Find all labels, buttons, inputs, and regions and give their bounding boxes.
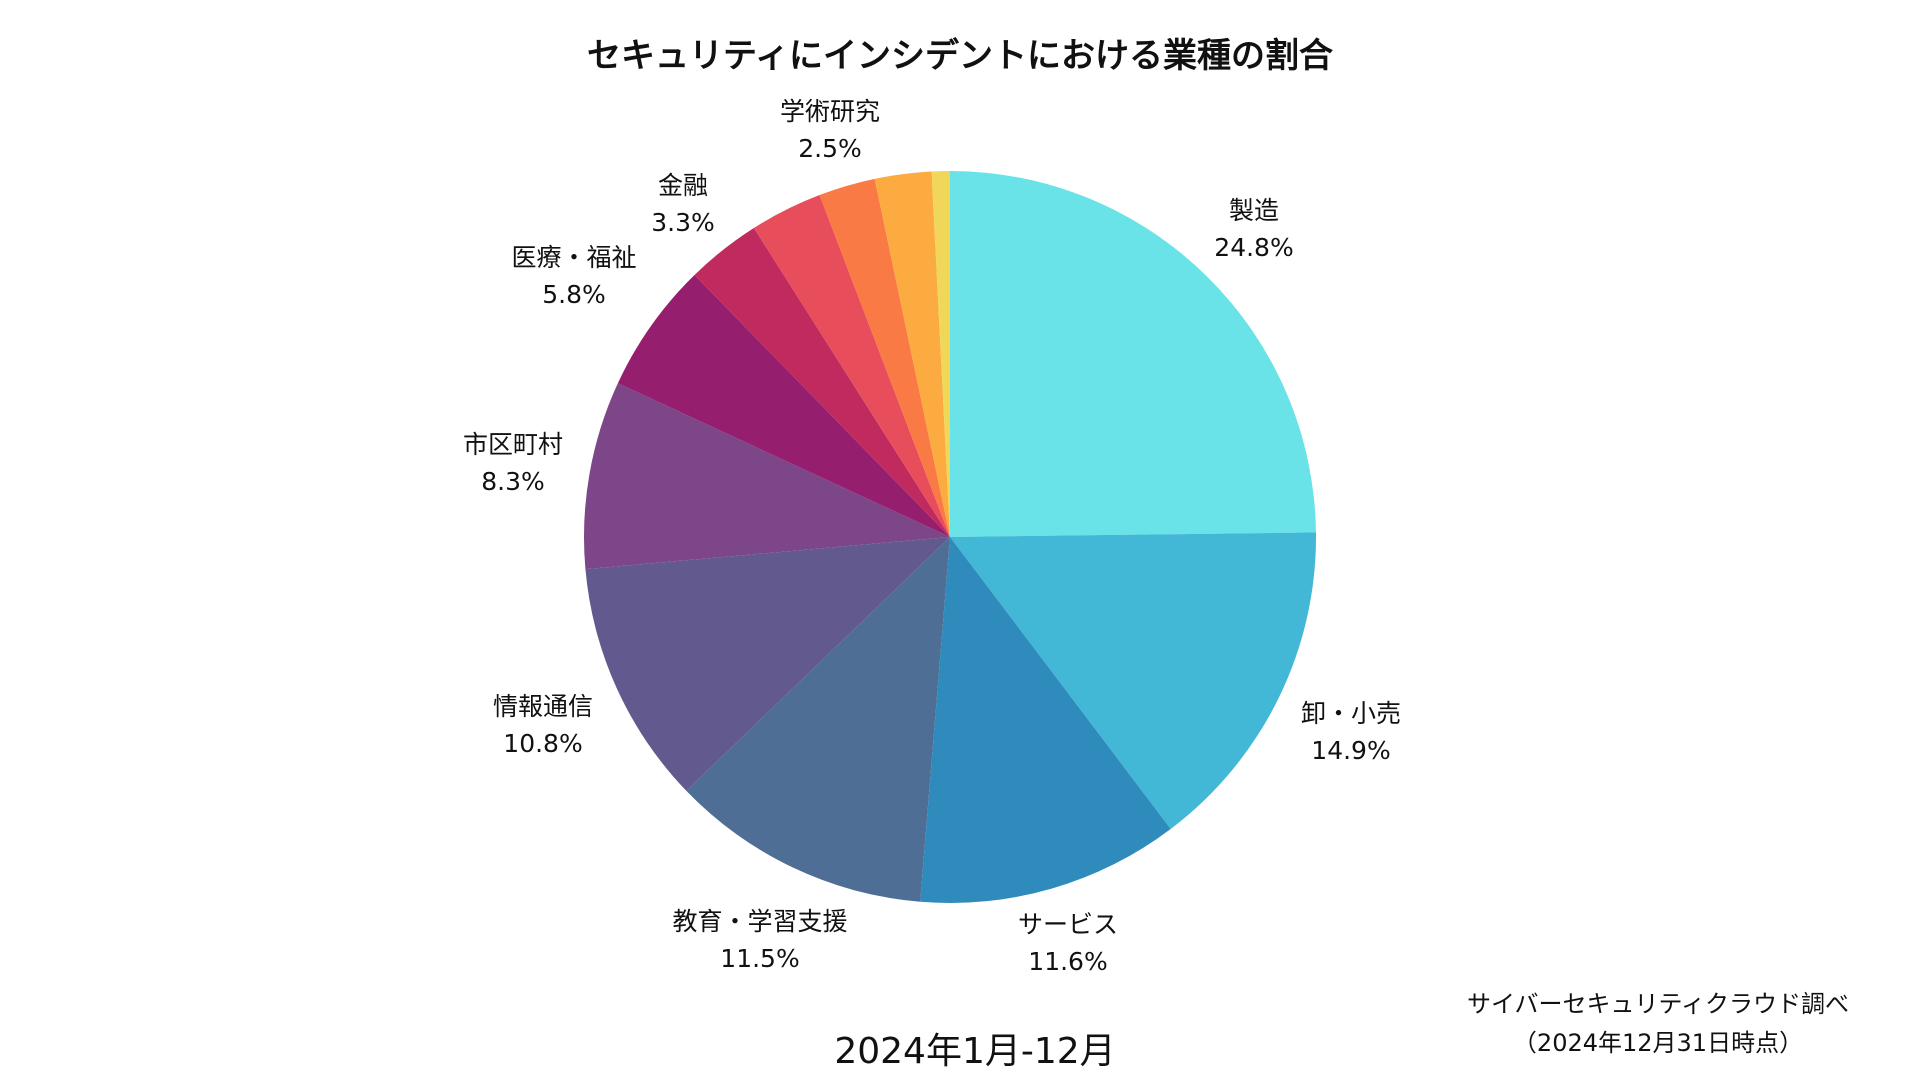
pie-slice-0 xyxy=(950,171,1316,537)
pie-slice-3 xyxy=(686,537,950,902)
slice-label-infocomm: 情報通信 10.8% xyxy=(492,692,594,758)
slice-label-service: サービス 11.6% xyxy=(1017,910,1119,976)
pie-slice-9 xyxy=(819,178,950,537)
pie-slice-11 xyxy=(931,171,950,537)
pie-slice-8 xyxy=(753,195,950,537)
source-line-2: （2024年12月31日時点） xyxy=(1512,1029,1804,1057)
pie-slice-1 xyxy=(950,532,1316,829)
pie-slice-6 xyxy=(617,274,950,537)
slice-label-medical-welfare: 医療・福祉 5.8% xyxy=(511,243,637,309)
pie-slice-4 xyxy=(585,537,950,791)
slice-label-education: 教育・学習支援 11.5% xyxy=(672,907,848,973)
slice-label-municipality: 市区町村 8.3% xyxy=(462,430,564,496)
pie-slice-2 xyxy=(920,537,1171,903)
pie-slice-5 xyxy=(584,383,950,570)
slice-label-manufacturing: 製造 24.8% xyxy=(1214,196,1294,262)
slice-label-academic-research: 学術研究 2.5% xyxy=(779,97,881,163)
chart-title: セキュリティにインシデントにおける業種の割合 xyxy=(587,36,1333,76)
pie-slice-10 xyxy=(874,171,950,537)
pie-slice-7 xyxy=(694,227,950,537)
period-caption: 2024年1月-12月 xyxy=(834,1031,1116,1072)
slice-label-finance: 金融 3.3% xyxy=(651,171,715,237)
source-line-1: サイバーセキュリティクラウド調べ xyxy=(1466,990,1850,1018)
slice-label-wholesale-retail: 卸・小売 14.9% xyxy=(1300,699,1402,765)
source-note: サイバーセキュリティクラウド調べ （2024年12月31日時点） xyxy=(1467,985,1849,1063)
